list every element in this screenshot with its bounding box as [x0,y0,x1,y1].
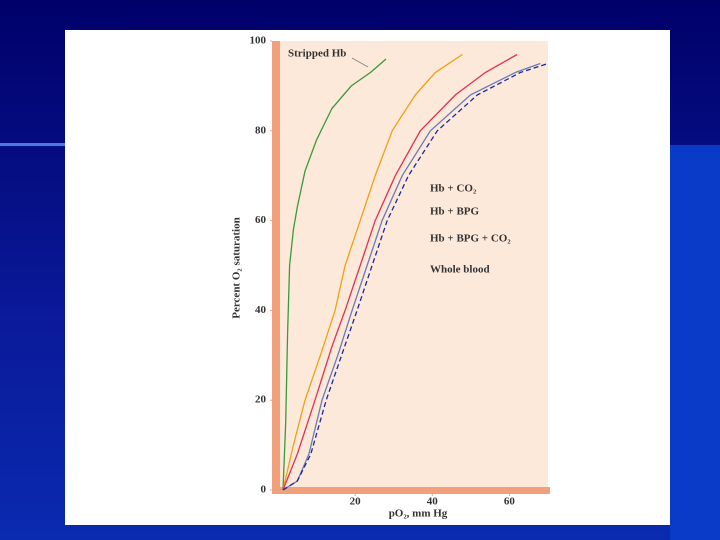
legend-label: Hb + CO₂ [430,183,477,195]
y-axis [272,41,280,494]
leader-line [351,57,369,68]
data-line [282,53,518,491]
plot-area [278,41,548,490]
legend-label: Whole blood [430,264,490,276]
x-tick-label: 20 [350,496,362,508]
x-tick-label: 40 [427,496,439,508]
x-axis-label: pO₂, mm Hg [389,508,448,520]
y-axis-label: Percent O₂ saturation [231,217,243,318]
decoration [670,145,720,540]
legend-label: Hb + BPG [430,206,479,218]
y-tick-label: 40 [255,304,267,316]
y-tick-label: 20 [255,394,267,406]
data-line [282,53,463,491]
data-line [282,62,541,491]
x-axis [272,487,550,494]
x-tick-label: 60 [504,496,516,508]
data-line [282,62,549,491]
data-line [282,58,387,491]
y-tick-label: 100 [250,35,267,47]
decoration [0,143,66,146]
y-tick-label: 60 [255,214,267,226]
y-tick-label: 80 [255,124,267,136]
legend-label: Stripped Hb [288,48,346,60]
y-tick-label: 0 [261,484,267,496]
legend-label: Hb + BPG + CO₂ [430,233,511,245]
